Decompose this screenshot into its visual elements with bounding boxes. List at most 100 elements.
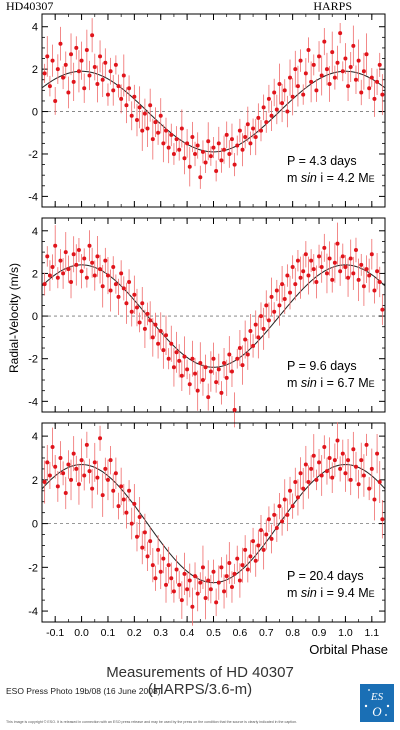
y-tick-label: 4 — [32, 431, 38, 443]
data-point — [251, 126, 256, 131]
data-point — [142, 326, 147, 331]
data-point — [256, 115, 261, 120]
data-point — [203, 365, 208, 370]
data-point — [309, 258, 314, 263]
data-point — [198, 175, 203, 180]
data-point — [288, 488, 293, 493]
data-point — [248, 328, 253, 333]
data-point — [111, 88, 116, 93]
data-point — [61, 471, 66, 476]
data-point — [248, 554, 253, 559]
data-point — [293, 67, 298, 72]
data-point — [53, 98, 58, 103]
data-point — [111, 265, 116, 270]
data-point — [66, 462, 71, 467]
data-point — [211, 569, 216, 574]
data-point — [282, 88, 287, 93]
data-point — [127, 488, 132, 493]
x-tick-label: 1.1 — [365, 627, 380, 639]
data-point — [351, 447, 356, 452]
data-point — [63, 62, 68, 67]
data-point — [79, 269, 84, 274]
data-point — [229, 137, 234, 142]
data-point — [169, 132, 174, 137]
data-point — [116, 294, 121, 299]
data-point — [55, 484, 60, 489]
data-point — [256, 335, 261, 340]
data-point — [58, 258, 63, 263]
data-point — [74, 262, 79, 267]
data-point — [261, 105, 266, 110]
mass-prefix: m — [287, 376, 301, 390]
data-point — [158, 113, 163, 118]
data-point — [200, 565, 205, 570]
data-point — [240, 147, 245, 152]
data-point — [113, 282, 118, 287]
data-point — [211, 356, 216, 361]
caption-subtitle: (HARPS/3.6-m) — [147, 681, 253, 698]
data-point — [288, 75, 293, 80]
x-tick-label: 0.9 — [312, 627, 327, 639]
data-point — [274, 288, 279, 293]
data-point — [264, 303, 269, 308]
data-point — [174, 137, 179, 142]
data-point — [214, 600, 219, 605]
mass-annotation: m sin i = 6.7 ME — [287, 376, 375, 390]
data-point — [140, 545, 145, 550]
data-point — [322, 445, 327, 450]
data-point — [324, 469, 329, 474]
data-point — [164, 333, 169, 338]
data-point — [264, 532, 269, 537]
data-point — [166, 356, 171, 361]
y-tick-label: 0 — [32, 311, 38, 323]
data-point — [74, 45, 79, 50]
data-point — [346, 84, 351, 89]
x-tick-label: -0.1 — [46, 627, 64, 639]
data-point — [119, 484, 124, 489]
x-tick-label: 0.4 — [180, 627, 195, 639]
data-point — [203, 160, 208, 165]
y-tick-label: 0 — [32, 519, 38, 531]
data-point — [71, 252, 76, 257]
press-photo-credit: ESO Press Photo 19b/08 (16 June 2008) — [6, 686, 161, 696]
data-point — [121, 286, 126, 291]
data-point — [348, 256, 353, 261]
data-point — [90, 486, 95, 491]
data-point — [343, 56, 348, 61]
data-point — [256, 543, 261, 548]
data-point — [251, 539, 256, 544]
data-point — [174, 350, 179, 355]
data-point — [87, 469, 92, 474]
data-point — [309, 466, 314, 471]
data-point — [42, 282, 47, 287]
data-point — [340, 69, 345, 74]
mass-sin: sin — [301, 171, 317, 185]
data-point — [166, 145, 171, 150]
data-point — [338, 269, 343, 274]
data-point — [314, 279, 319, 284]
data-point — [108, 69, 113, 74]
x-axis-label: Orbital Phase — [309, 642, 388, 657]
data-point — [356, 58, 361, 63]
data-point — [164, 128, 169, 133]
data-point — [161, 556, 166, 561]
data-point — [361, 284, 366, 289]
data-point — [129, 521, 134, 526]
data-point — [245, 567, 250, 572]
data-point — [272, 309, 277, 314]
data-point — [253, 558, 258, 563]
data-point — [375, 79, 380, 84]
data-point — [261, 326, 266, 331]
data-point — [58, 41, 63, 46]
x-tick-label: 0.5 — [206, 627, 221, 639]
data-point — [203, 595, 208, 600]
data-point — [164, 582, 169, 587]
data-point — [319, 473, 324, 478]
data-point — [227, 560, 232, 565]
data-point — [348, 477, 353, 482]
data-point — [285, 512, 290, 517]
data-point — [142, 530, 147, 535]
x-tick-label: 0.6 — [233, 627, 248, 639]
data-point — [156, 547, 161, 552]
y-tick-label: 4 — [32, 22, 38, 34]
